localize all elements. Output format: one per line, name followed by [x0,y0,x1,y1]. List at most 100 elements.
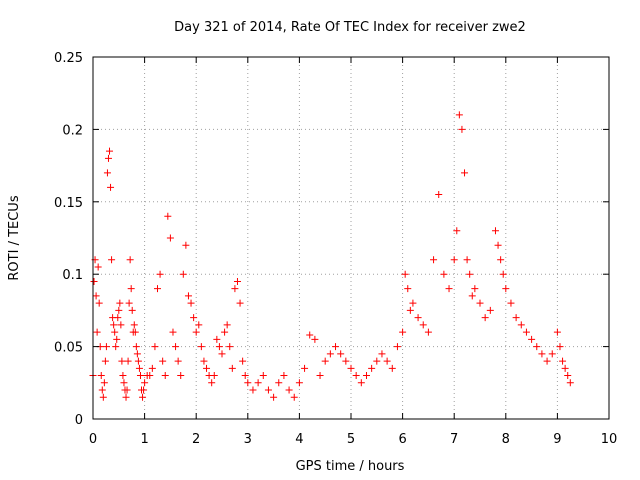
data-point [117,321,125,329]
data-point [182,241,190,249]
data-point [210,372,218,380]
data-point [453,227,461,235]
data-point [280,372,288,380]
data-point [187,299,195,307]
chart-title: Day 321 of 2014, Rate Of TEC Index for r… [174,20,526,35]
data-point [399,328,407,336]
data-point [128,306,136,314]
data-point [192,328,200,336]
data-point [497,256,505,264]
data-point [373,357,381,365]
y-tick-label: 0.25 [54,51,83,66]
data-point [404,285,412,293]
data-point [499,270,507,278]
data-point [362,372,370,380]
data-point [249,386,257,394]
data-point [90,277,98,285]
data-point [468,292,476,300]
data-point [236,299,244,307]
data-point [107,183,115,191]
data-point [146,372,154,380]
data-point [285,386,293,394]
axis-ticks [92,56,610,420]
data-point [154,285,161,293]
data-point [215,343,223,351]
y-tick-label: 0.15 [54,196,83,211]
data-point [136,372,144,380]
data-point [111,328,119,336]
x-tick-labels: 0 1 2 3 4 5 6 7 8 9 10 [89,432,617,447]
data-point [295,379,303,387]
x-tick-label: 8 [502,432,510,447]
x-tick-label: 6 [398,432,406,447]
data-point [466,270,474,278]
data-point [123,386,131,394]
data-point [543,357,551,365]
data-point [108,256,116,264]
y-tick-label: 0.2 [62,123,83,138]
data-point [125,299,133,307]
data-point [564,372,572,380]
data-point [342,357,350,365]
data-point [347,364,355,372]
data-point [115,306,123,314]
data-point [112,343,120,351]
data-point [151,343,159,351]
data-point [164,212,172,220]
data-point [275,379,283,387]
data-point [190,314,198,322]
grid [93,57,609,419]
data-point [119,372,127,380]
x-tick-label: 0 [89,432,97,447]
data-point [139,393,147,401]
data-point [213,335,221,343]
data-point [401,270,409,278]
data-point [435,191,443,199]
data-point [409,299,417,307]
data-point [126,256,134,264]
data-point [316,372,324,380]
data-point [481,314,489,322]
data-point [512,314,520,322]
data-point [113,335,121,343]
data-point [174,357,182,365]
data-point [233,277,241,285]
data-point [352,372,360,380]
data-point [357,379,365,387]
data-point [393,343,401,351]
data-point [130,321,138,329]
y-tick-labels: 0 0.05 0.1 0.15 0.2 0.25 [54,51,83,428]
data-point [197,343,205,351]
data-point [116,299,124,307]
data-point [98,386,106,394]
data-point [200,357,208,365]
data-point [169,328,177,336]
data-point [566,379,574,387]
data-point [218,350,226,358]
data-point [208,379,216,387]
data-point [226,343,234,351]
data-point [455,111,463,119]
data-point [140,386,148,394]
data-point [445,285,453,293]
data-point [239,357,247,365]
data-point [120,379,128,387]
data-point [231,285,239,293]
data-point [264,386,272,394]
data-point [97,372,105,380]
x-tick-label: 9 [553,432,561,447]
data-point [290,393,298,401]
data-point [195,321,203,329]
data-point [491,227,499,235]
data-point [517,321,525,329]
data-point [95,299,103,307]
data-point [368,364,376,372]
x-tick-label: 4 [295,432,303,447]
data-point [559,357,567,365]
data-point [177,372,185,380]
data-point [424,328,432,336]
x-tick-label: 1 [140,432,148,447]
data-point [553,328,561,336]
data-point [254,379,262,387]
